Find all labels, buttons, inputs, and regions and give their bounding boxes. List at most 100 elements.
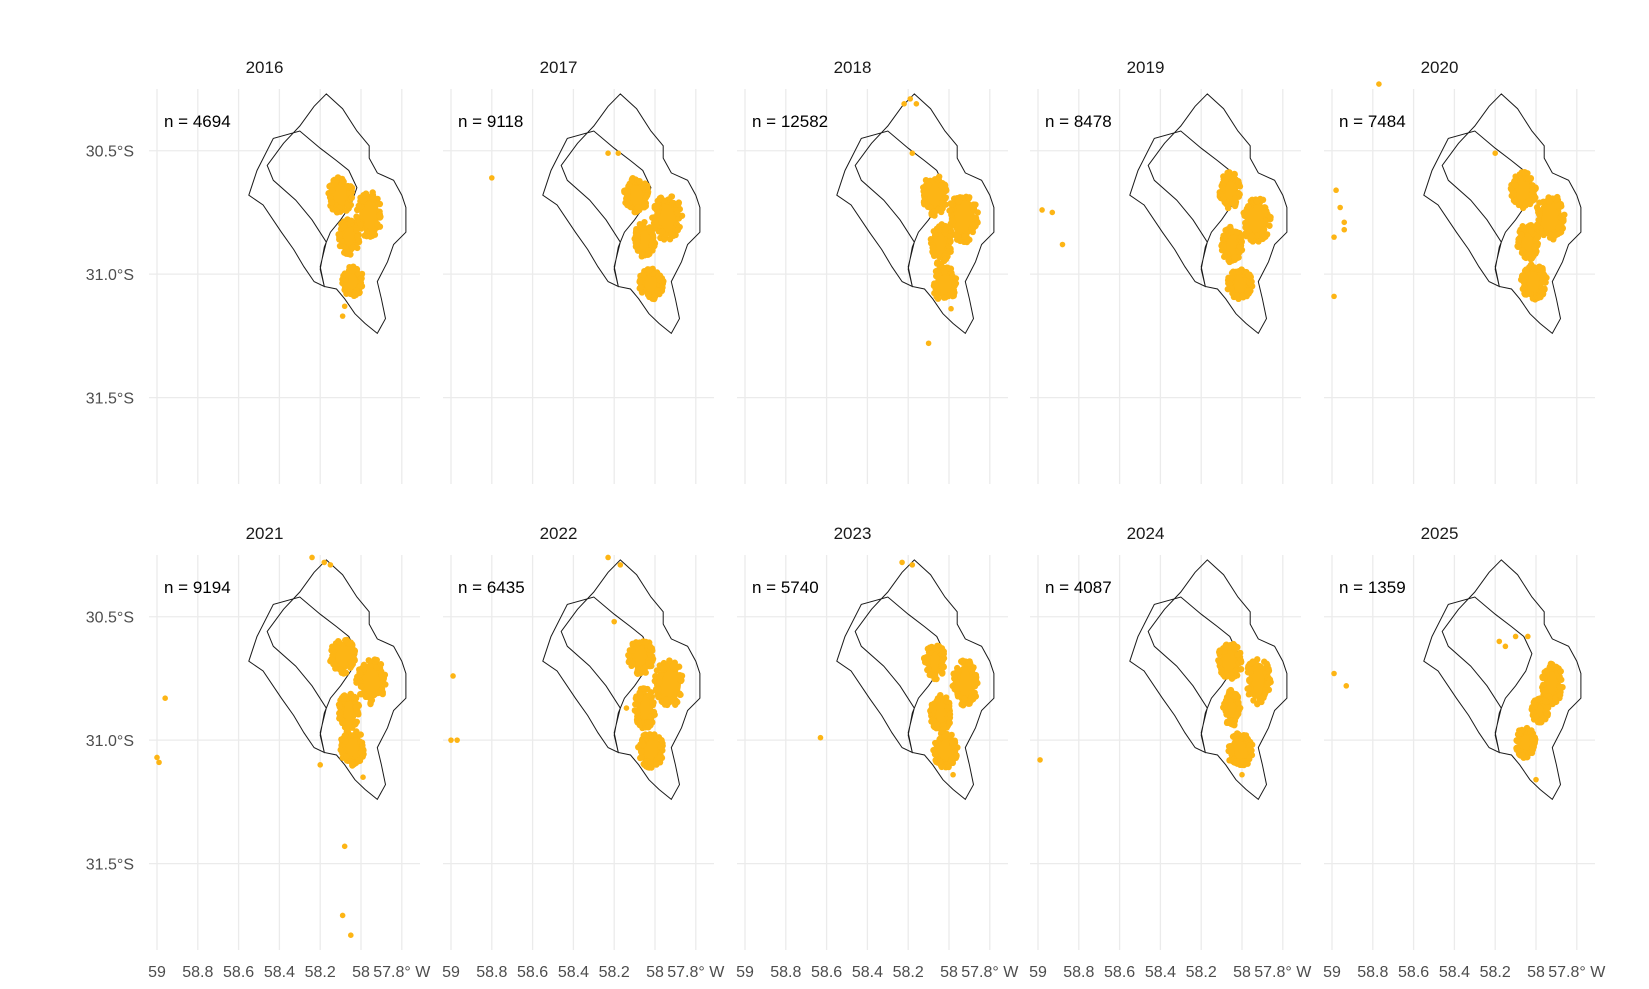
- point: [338, 694, 346, 702]
- x-tick-label: 58.4: [852, 964, 883, 981]
- point: [641, 761, 648, 768]
- point: [349, 244, 357, 251]
- x-tick-label: 58: [1233, 964, 1251, 981]
- point: [948, 305, 954, 312]
- point: [633, 240, 641, 247]
- facet-panel-2023: 2023 n = 5740: [737, 524, 1008, 950]
- point: [1237, 665, 1245, 673]
- point: [1507, 185, 1515, 193]
- point: [654, 287, 661, 295]
- point: [666, 657, 673, 664]
- point: [646, 691, 653, 699]
- point: [1231, 721, 1238, 728]
- point: [623, 193, 631, 200]
- point: [1239, 292, 1246, 300]
- point: [1265, 665, 1272, 672]
- point: [1236, 248, 1243, 255]
- point: [945, 763, 952, 771]
- point: [336, 703, 343, 711]
- point: [355, 236, 362, 244]
- panel-grid: [1324, 89, 1595, 484]
- point: [639, 272, 647, 279]
- point: [675, 200, 682, 208]
- point: [635, 718, 643, 725]
- point: [658, 228, 666, 236]
- observation-points: [1037, 640, 1274, 778]
- count-label: n = 8478: [1045, 112, 1112, 131]
- point: [450, 673, 456, 679]
- point: [930, 717, 937, 725]
- point: [931, 673, 938, 680]
- point: [611, 618, 617, 625]
- x-tick-label: 58.2: [893, 964, 924, 981]
- point: [929, 244, 936, 251]
- point: [972, 676, 980, 683]
- point: [677, 691, 684, 698]
- point: [938, 221, 945, 228]
- point: [966, 660, 974, 667]
- point: [1220, 253, 1228, 260]
- point: [333, 207, 340, 215]
- point: [357, 221, 364, 229]
- point: [448, 737, 454, 743]
- point: [1525, 289, 1532, 297]
- point: [647, 713, 655, 720]
- point: [1514, 737, 1522, 745]
- y-tick-label: 31.5°S: [86, 391, 134, 408]
- point: [972, 214, 980, 221]
- point: [1546, 198, 1553, 205]
- point: [639, 741, 647, 749]
- point: [351, 693, 358, 701]
- point: [940, 294, 948, 301]
- point: [352, 704, 360, 711]
- point: [336, 715, 343, 722]
- point: [1225, 170, 1232, 177]
- point: [629, 647, 636, 654]
- point: [605, 150, 611, 156]
- point: [629, 640, 636, 647]
- observation-points: [1331, 633, 1566, 783]
- point: [1039, 207, 1045, 213]
- point: [932, 739, 939, 747]
- point: [966, 236, 973, 243]
- point: [348, 758, 355, 766]
- facet-title: 2016: [246, 58, 284, 77]
- point: [351, 290, 359, 297]
- point: [933, 722, 940, 729]
- point: [1519, 272, 1526, 279]
- point: [641, 201, 649, 209]
- point: [1242, 734, 1250, 742]
- point: [1231, 254, 1238, 261]
- point: [940, 650, 947, 658]
- point: [1219, 184, 1226, 192]
- point: [646, 225, 653, 233]
- point: [645, 764, 653, 771]
- point: [950, 290, 957, 297]
- point: [949, 217, 956, 224]
- point: [636, 177, 643, 185]
- x-tick-label: 58.8: [1357, 964, 1388, 981]
- count-label: n = 9194: [164, 578, 231, 597]
- point: [1511, 181, 1519, 189]
- point: [1529, 736, 1536, 743]
- point: [1537, 293, 1544, 301]
- point: [945, 699, 953, 707]
- point: [656, 678, 663, 686]
- facet-title: 2024: [1127, 524, 1165, 543]
- point: [367, 699, 374, 707]
- point: [1228, 227, 1235, 235]
- point: [1265, 680, 1272, 687]
- point: [954, 693, 962, 700]
- point: [931, 750, 939, 758]
- point: [1524, 175, 1531, 182]
- point: [901, 101, 907, 107]
- point: [958, 700, 966, 708]
- panel-grid: [1030, 555, 1301, 950]
- y-tick-label: 31.5°S: [86, 857, 134, 874]
- point: [359, 742, 366, 749]
- x-tick-label: 58.8: [770, 964, 801, 981]
- facet-title: 2018: [834, 58, 872, 77]
- point: [349, 267, 356, 274]
- point: [909, 562, 916, 568]
- point: [339, 177, 347, 184]
